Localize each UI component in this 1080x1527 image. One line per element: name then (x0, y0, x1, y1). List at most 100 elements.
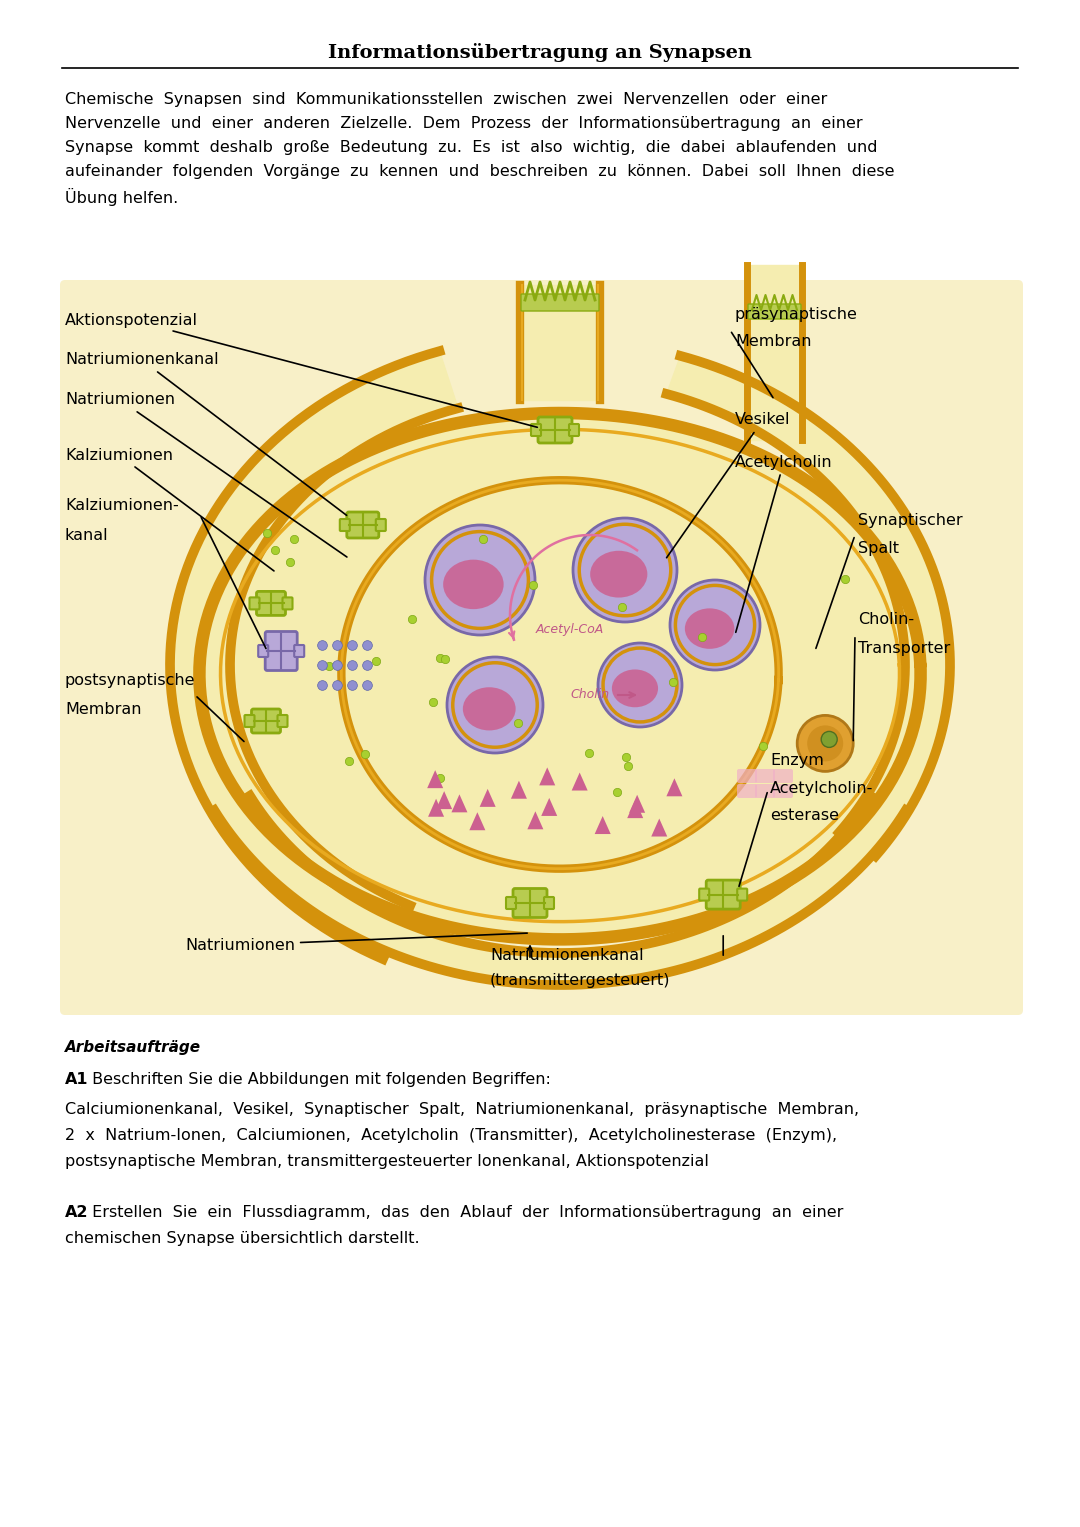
Text: Beschriften Sie die Abbildungen mit folgenden Begriffen:: Beschriften Sie die Abbildungen mit folg… (87, 1072, 551, 1087)
FancyBboxPatch shape (538, 417, 572, 443)
Text: Arbeitsaufträge: Arbeitsaufträge (65, 1040, 201, 1055)
Text: Natriumionen: Natriumionen (65, 392, 347, 557)
Ellipse shape (590, 551, 647, 597)
FancyBboxPatch shape (283, 597, 293, 609)
Circle shape (447, 657, 543, 753)
FancyBboxPatch shape (507, 896, 516, 909)
Polygon shape (666, 779, 683, 796)
FancyBboxPatch shape (257, 591, 285, 615)
FancyBboxPatch shape (294, 644, 305, 657)
Text: Nervenzelle  und  einer  anderen  Zielzelle.  Dem  Prozess  der  Informationsübe: Nervenzelle und einer anderen Zielzelle.… (65, 116, 863, 131)
FancyBboxPatch shape (244, 715, 255, 727)
Text: Kalziumionen: Kalziumionen (65, 447, 274, 571)
Text: A2: A2 (65, 1205, 89, 1220)
Text: A1: A1 (65, 1072, 89, 1087)
Polygon shape (747, 266, 802, 440)
Ellipse shape (685, 608, 734, 649)
Text: chemischen Synapse übersichtlich darstellt.: chemischen Synapse übersichtlich darstel… (65, 1231, 420, 1246)
Circle shape (670, 580, 760, 670)
Text: Natriumionenkanal: Natriumionenkanal (490, 947, 644, 962)
Ellipse shape (463, 687, 515, 730)
FancyBboxPatch shape (755, 783, 775, 799)
Text: aufeinander  folgenden  Vorgänge  zu  kennen  und  beschreiben  zu  können.  Dab: aufeinander folgenden Vorgänge zu kennen… (65, 163, 894, 179)
Ellipse shape (443, 560, 503, 609)
Polygon shape (200, 412, 920, 939)
Polygon shape (595, 815, 610, 834)
Polygon shape (571, 773, 588, 791)
Polygon shape (436, 791, 453, 809)
Text: Acetylcholin: Acetylcholin (735, 455, 833, 632)
Polygon shape (170, 351, 458, 959)
Text: Enzym: Enzym (770, 753, 824, 768)
Text: Cholin-: Cholin- (858, 612, 914, 628)
FancyBboxPatch shape (737, 783, 757, 799)
FancyBboxPatch shape (60, 279, 1023, 1015)
Polygon shape (627, 800, 644, 818)
Text: präsynaptische: präsynaptische (735, 307, 858, 322)
FancyBboxPatch shape (258, 644, 268, 657)
Text: Aktionspotenzial: Aktionspotenzial (65, 313, 538, 428)
FancyBboxPatch shape (773, 783, 793, 799)
Circle shape (807, 725, 843, 762)
Circle shape (797, 716, 853, 771)
Circle shape (598, 643, 681, 727)
FancyBboxPatch shape (706, 880, 740, 909)
Polygon shape (341, 479, 779, 869)
Text: Informationsübertragung an Synapsen: Informationsübertragung an Synapsen (328, 43, 752, 61)
FancyBboxPatch shape (738, 889, 747, 901)
Polygon shape (511, 780, 527, 799)
Text: Synapse  kommt  deshalb  große  Bedeutung  zu.  Es  ist  also  wichtig,  die  da: Synapse kommt deshalb große Bedeutung zu… (65, 140, 877, 156)
Polygon shape (428, 799, 444, 817)
Text: Cholin: Cholin (570, 689, 609, 701)
Polygon shape (214, 796, 906, 985)
Circle shape (426, 525, 535, 635)
Text: Übung helfen.: Übung helfen. (65, 188, 178, 206)
FancyBboxPatch shape (521, 295, 599, 312)
Text: Calciumionenkanal,  Vesikel,  Synaptischer  Spalt,  Natriumionenkanal,  präsynap: Calciumionenkanal, Vesikel, Synaptischer… (65, 1102, 859, 1116)
Text: Chemische  Synapsen  sind  Kommunikationsstellen  zwischen  zwei  Nervenzellen  : Chemische Synapsen sind Kommunikationsst… (65, 92, 827, 107)
Text: postsynaptische Membran, transmittergesteuerter Ionenkanal, Aktionspotenzial: postsynaptische Membran, transmittergest… (65, 1154, 708, 1170)
Text: Erstellen  Sie  ein  Flussdiagramm,  das  den  Ablauf  der  Informationsübertrag: Erstellen Sie ein Flussdiagramm, das den… (87, 1205, 843, 1220)
Text: 2  x  Natrium-Ionen,  Calciumionen,  Acetylcholin  (Transmitter),  Acetylcholine: 2 x Natrium-Ionen, Calciumionen, Acetylc… (65, 1128, 837, 1144)
Text: Transporter: Transporter (858, 640, 950, 655)
Polygon shape (527, 811, 543, 829)
Polygon shape (470, 812, 485, 831)
Circle shape (573, 518, 677, 621)
FancyBboxPatch shape (544, 896, 554, 909)
FancyBboxPatch shape (748, 304, 801, 319)
FancyBboxPatch shape (376, 519, 386, 531)
Polygon shape (541, 799, 557, 815)
Ellipse shape (612, 669, 658, 707)
Circle shape (821, 731, 837, 747)
Polygon shape (539, 768, 555, 785)
FancyBboxPatch shape (569, 425, 579, 437)
Text: Membran: Membran (735, 334, 811, 350)
Text: Spalt: Spalt (858, 541, 899, 556)
Text: Acetylcholin-: Acetylcholin- (770, 780, 874, 796)
FancyBboxPatch shape (773, 770, 793, 783)
Text: Membran: Membran (65, 702, 141, 718)
FancyBboxPatch shape (266, 632, 297, 670)
FancyBboxPatch shape (513, 889, 546, 918)
Polygon shape (451, 794, 468, 812)
Text: kanal: kanal (65, 527, 109, 542)
Text: Kalziumionen-: Kalziumionen- (65, 498, 179, 513)
Text: Vesikel: Vesikel (666, 412, 791, 557)
Polygon shape (630, 794, 645, 812)
Polygon shape (480, 789, 496, 806)
FancyBboxPatch shape (249, 597, 259, 609)
FancyBboxPatch shape (755, 770, 775, 783)
Text: postsynaptische: postsynaptische (65, 672, 195, 687)
FancyBboxPatch shape (347, 512, 379, 538)
Text: Natriumionen: Natriumionen (185, 933, 527, 953)
FancyBboxPatch shape (737, 770, 757, 783)
Polygon shape (651, 818, 667, 837)
FancyBboxPatch shape (252, 709, 281, 733)
Text: Acetyl-CoA: Acetyl-CoA (536, 623, 604, 637)
Text: (transmittergesteuert): (transmittergesteuert) (490, 973, 671, 988)
FancyBboxPatch shape (340, 519, 350, 531)
FancyBboxPatch shape (278, 715, 287, 727)
Text: Synaptischer: Synaptischer (858, 513, 962, 527)
Polygon shape (666, 356, 950, 857)
FancyBboxPatch shape (531, 425, 541, 437)
